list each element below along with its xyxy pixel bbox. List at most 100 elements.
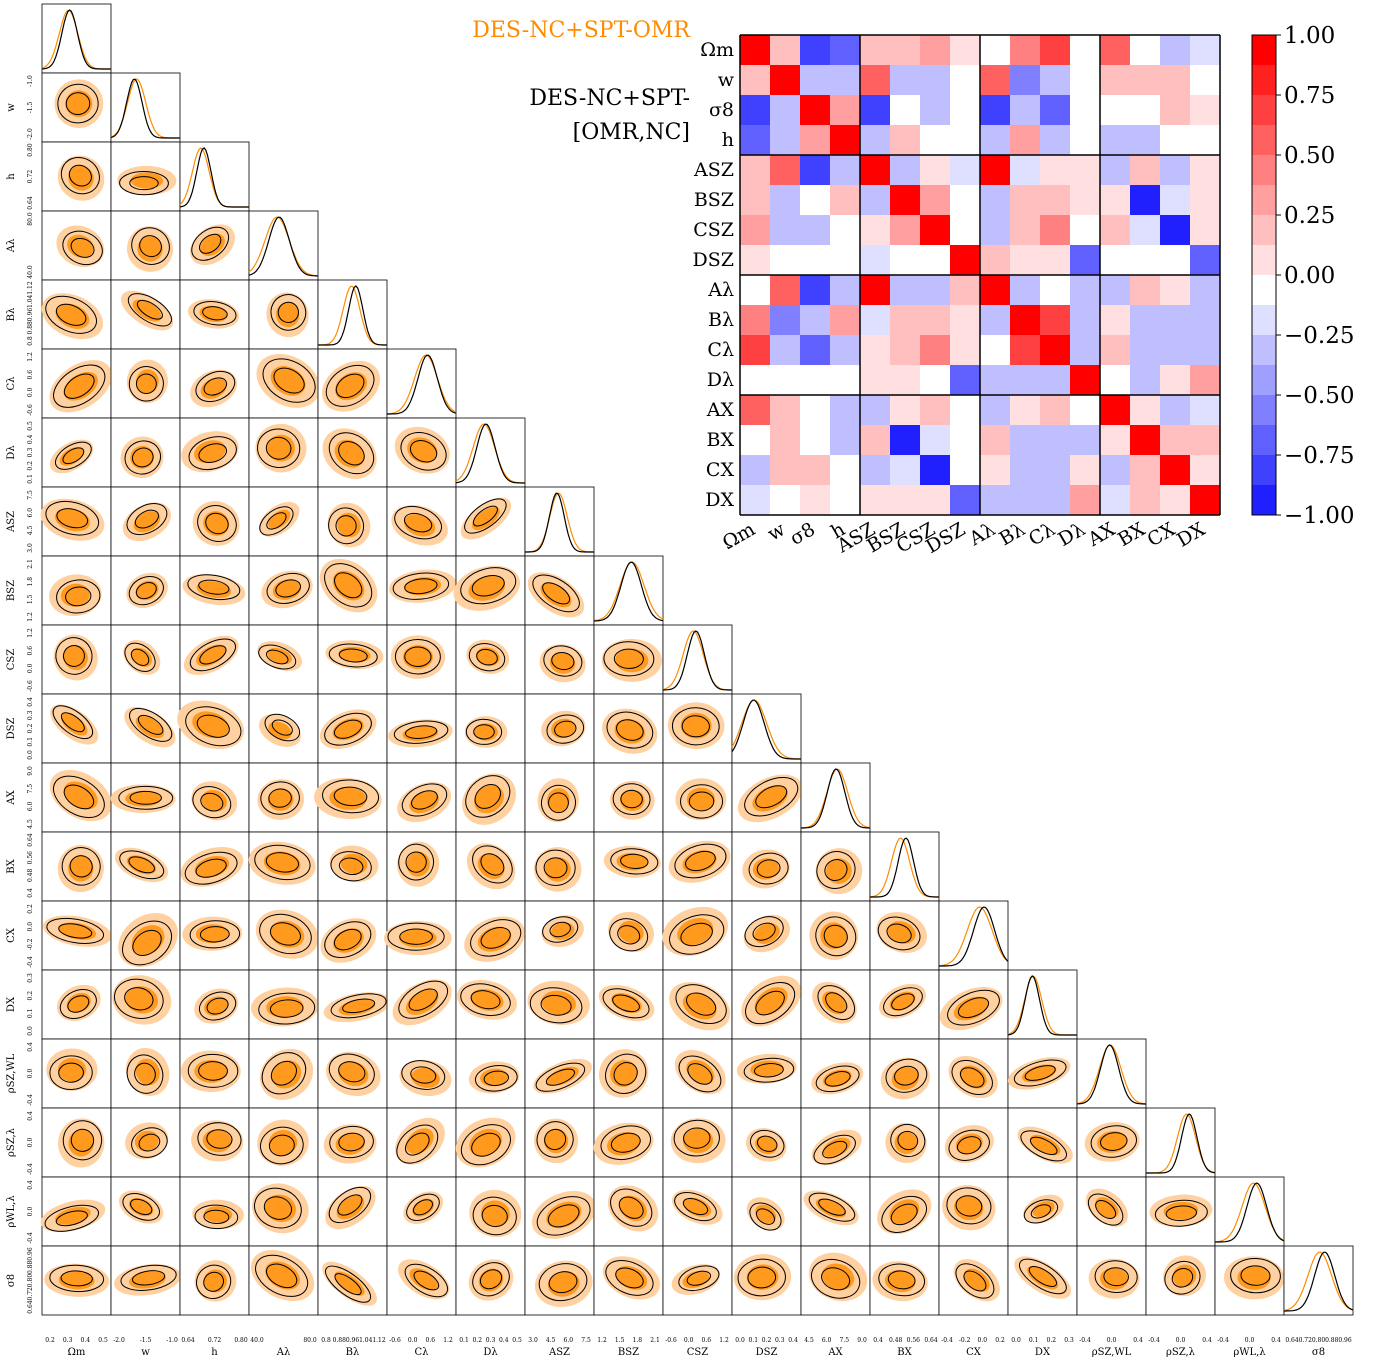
panel-5-2 — [179, 348, 250, 419]
y-tick-label: -2.0 — [27, 128, 34, 140]
contour-inner-line — [613, 648, 644, 669]
heatmap-cell — [1130, 335, 1160, 365]
heatmap-cell — [1040, 395, 1070, 425]
panel-15-0 — [41, 1038, 112, 1109]
heatmap-cell — [1010, 425, 1040, 455]
panel-8-4 — [317, 555, 388, 626]
contour-outer-line — [817, 985, 856, 1021]
contour-outer-line — [1164, 1260, 1201, 1295]
contour-inner-line — [70, 1128, 95, 1152]
panel-2-0 — [41, 141, 112, 212]
heatmap-cell — [1040, 365, 1070, 395]
heatmap-cell — [860, 365, 890, 395]
heatmap-cell — [890, 125, 920, 155]
contour-outer-line — [197, 1122, 242, 1156]
x-tick-label: 40.0 — [250, 1337, 264, 1344]
contour-inner-line — [404, 1132, 430, 1156]
panel-17-8 — [593, 1176, 664, 1247]
heatmap-cell — [770, 95, 800, 125]
y-tick-label: 0.64 — [27, 1300, 34, 1314]
colorbar-segment — [1252, 395, 1276, 426]
heatmap-row-label: h — [722, 129, 734, 151]
y-tick-label: 0.4 — [27, 434, 34, 444]
contour-outer-line — [329, 1125, 374, 1159]
panel-18-1 — [110, 1245, 181, 1316]
x-axis-label-16: ρSZ,λ — [1166, 1347, 1196, 1358]
panel-13-0 — [41, 900, 112, 971]
heatmap-cell — [1070, 365, 1100, 395]
heatmap-cell — [950, 245, 980, 275]
y-axis-label-9: CSZ — [6, 649, 17, 671]
contour-outer-line — [600, 1125, 652, 1161]
panel-10-3 — [248, 693, 319, 764]
panel-7-2 — [179, 486, 250, 557]
heatmap-cell — [1070, 155, 1100, 185]
contour-outer-line — [56, 579, 101, 614]
contour-inner-line — [756, 1135, 778, 1152]
heatmap-cell — [1190, 215, 1220, 245]
heatmap-cell — [980, 95, 1010, 125]
contour-outer-line — [197, 504, 237, 542]
x-tick-label: 1.2 — [443, 1337, 453, 1344]
colorbar-segment — [1252, 245, 1276, 276]
y-tick-label: 0.2 — [27, 991, 34, 1001]
contour-inner-line — [747, 1266, 777, 1289]
contour-inner-line — [136, 299, 163, 320]
marginal-black — [318, 285, 387, 346]
panel-frame — [869, 831, 940, 902]
contour-inner-line — [897, 1130, 919, 1151]
x-tick-label: 0.2 — [1047, 1337, 1057, 1344]
heatmap-cell — [800, 245, 830, 275]
contour-inner-line — [268, 1134, 295, 1157]
x-tick-label: 0.0 — [1107, 1337, 1117, 1344]
panel-4-4 — [317, 279, 388, 350]
contour-inner-line — [894, 1065, 919, 1086]
heatmap-cell — [1010, 305, 1040, 335]
heatmap-cell — [800, 95, 830, 125]
panel-15-8 — [593, 1038, 664, 1109]
panel-7-3 — [248, 486, 319, 557]
contour-inner-line — [476, 648, 498, 666]
heatmap-cell — [1160, 395, 1190, 425]
y-tick-label: 0.0 — [27, 1026, 34, 1036]
colorbar-segment — [1252, 35, 1276, 66]
contour-outer-line — [745, 981, 796, 1025]
y-tick-label: 0.0 — [27, 922, 34, 932]
heatmap-cell — [1010, 185, 1040, 215]
contour-outer-line — [192, 786, 232, 819]
x-axis-label-12: BX — [897, 1347, 912, 1358]
heatmap-cell — [920, 455, 950, 485]
y-tick-label: 0.96 — [27, 1247, 34, 1261]
y-axis-label-3: Aλ — [6, 238, 17, 253]
contour-inner-line — [825, 992, 848, 1013]
panel-13-13 — [938, 900, 1009, 971]
contour-outer-line — [946, 1187, 992, 1225]
x-tick-label: 1.8 — [633, 1337, 643, 1344]
contour-inner-line — [685, 850, 716, 872]
marginal-orange — [1076, 1044, 1147, 1105]
contour-outer-line — [59, 988, 97, 1020]
panel-9-1 — [110, 624, 181, 695]
heatmap-cell — [890, 185, 920, 215]
y-tick-label: 0.0 — [27, 1138, 34, 1148]
panel-13-4 — [317, 900, 388, 971]
panel-15-6 — [455, 1038, 526, 1109]
contour-outer-line — [124, 440, 162, 475]
panel-11-3 — [248, 762, 319, 833]
contour-outer-line — [948, 1129, 990, 1161]
panel-16-16 — [1145, 1107, 1216, 1178]
contour-inner-line — [265, 649, 289, 665]
contour-inner-line — [471, 574, 505, 597]
contour-inner-fill — [402, 645, 433, 670]
contour-outer-line — [49, 1264, 105, 1293]
panel-5-0 — [41, 348, 112, 419]
marginal-black — [41, 9, 111, 70]
x-tick-label: -0.2 — [959, 1337, 971, 1344]
contour-inner-line — [824, 859, 848, 882]
heatmap-cell — [770, 305, 800, 335]
contour-outer-line — [62, 230, 103, 266]
panel-3-1 — [110, 210, 181, 281]
contour-outer-line — [60, 156, 100, 195]
x-axis-label-11: AX — [827, 1347, 843, 1358]
heatmap-cell — [1130, 185, 1160, 215]
